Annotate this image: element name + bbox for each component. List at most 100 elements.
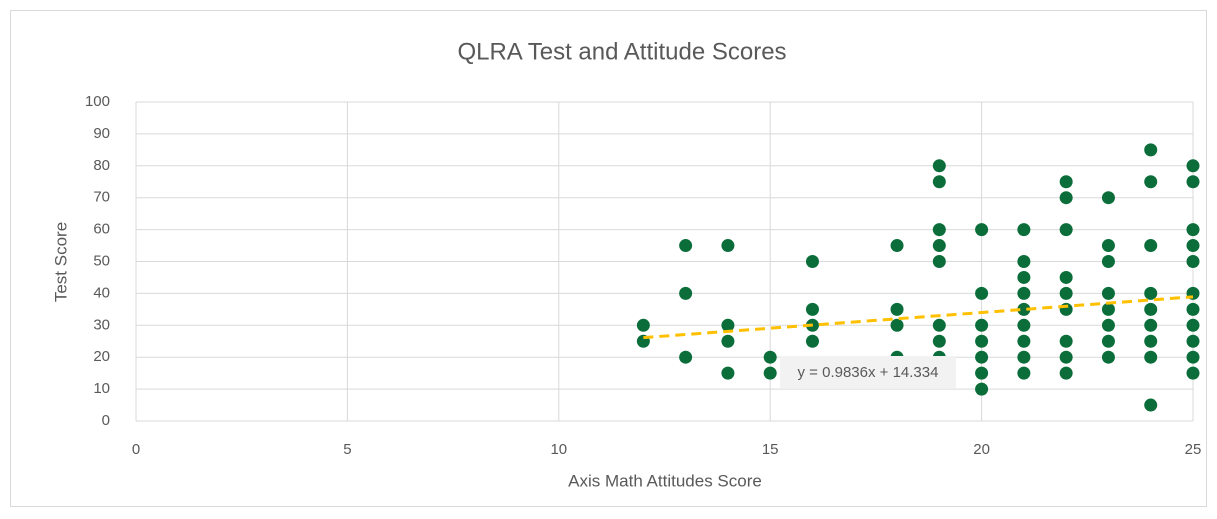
point	[1186, 334, 1200, 348]
point	[1186, 318, 1200, 332]
trendline-label: y = 0.9836x + 14.334	[798, 364, 939, 381]
y-tick-label: 50	[93, 252, 110, 269]
point	[890, 239, 904, 253]
point	[1059, 191, 1073, 205]
x-tick-label: 5	[343, 441, 351, 458]
point	[721, 334, 735, 348]
y-tick-label: 30	[93, 316, 110, 333]
y-tick-label: 80	[93, 157, 110, 174]
point	[1059, 350, 1073, 364]
point	[975, 286, 989, 300]
point	[1101, 286, 1115, 300]
point	[975, 350, 989, 364]
point	[1017, 334, 1031, 348]
point	[1017, 223, 1031, 237]
point	[975, 223, 989, 237]
chart-title: QLRA Test and Attitude Scores	[457, 38, 786, 65]
point	[721, 366, 735, 380]
point	[721, 239, 735, 253]
chart-border	[10, 10, 1207, 507]
point	[890, 302, 904, 316]
point	[1144, 398, 1158, 412]
point	[932, 175, 946, 189]
point	[1017, 366, 1031, 380]
point	[1059, 175, 1073, 189]
point	[1059, 223, 1073, 237]
y-tick-label: 0	[102, 412, 110, 429]
point	[1101, 334, 1115, 348]
point	[1101, 255, 1115, 268]
point	[975, 366, 989, 380]
point	[805, 334, 819, 348]
point	[1017, 302, 1031, 316]
point	[805, 255, 819, 268]
point	[763, 350, 777, 364]
point	[890, 318, 904, 332]
point	[1059, 334, 1073, 348]
point	[1144, 334, 1158, 348]
point	[721, 318, 735, 332]
point	[1059, 366, 1073, 380]
y-tick-label: 40	[93, 284, 110, 301]
point	[1017, 255, 1031, 268]
point	[1144, 286, 1158, 300]
x-tick-label: 25	[1185, 441, 1202, 458]
point	[679, 350, 693, 364]
y-tick-label: 10	[93, 380, 110, 397]
point	[1144, 239, 1158, 253]
point	[1144, 175, 1158, 189]
point	[932, 223, 946, 237]
point	[1059, 286, 1073, 300]
point	[636, 318, 650, 332]
point	[1186, 366, 1200, 380]
x-tick-label: 10	[550, 441, 567, 458]
point	[932, 159, 946, 173]
x-tick-label: 20	[973, 441, 990, 458]
point	[763, 366, 777, 380]
x-tick-label: 0	[132, 441, 140, 458]
y-tick-label: 70	[93, 189, 110, 206]
point	[679, 286, 693, 300]
y-tick-label: 60	[93, 221, 110, 238]
y-axis-label: Test Score	[51, 222, 70, 302]
point	[1017, 270, 1031, 284]
point	[1017, 318, 1031, 332]
point	[1144, 302, 1158, 316]
point	[975, 382, 989, 396]
x-axis-label: Axis Math Attitudes Score	[568, 471, 762, 490]
point	[1017, 350, 1031, 364]
point	[679, 239, 693, 253]
point	[1101, 239, 1115, 253]
y-tick-label: 20	[93, 348, 110, 365]
point	[1101, 302, 1115, 316]
point	[932, 239, 946, 253]
point	[1186, 350, 1200, 364]
y-tick-label: 90	[93, 125, 110, 142]
point	[975, 318, 989, 332]
trendline	[643, 295, 1194, 340]
point	[1101, 191, 1115, 205]
point	[1186, 175, 1200, 189]
point	[805, 302, 819, 316]
point	[1186, 159, 1200, 173]
point	[1017, 286, 1031, 300]
point	[1186, 302, 1200, 316]
point	[932, 334, 946, 348]
point	[932, 255, 946, 268]
point	[932, 318, 946, 332]
y-tick-label: 100	[85, 93, 110, 110]
point	[1144, 143, 1158, 157]
point	[1101, 350, 1115, 364]
point	[1186, 239, 1200, 253]
point	[1059, 270, 1073, 284]
point	[1186, 255, 1200, 268]
trendline-label-box	[780, 356, 956, 388]
point	[1186, 223, 1200, 237]
x-tick-label: 15	[762, 441, 779, 458]
point	[975, 334, 989, 348]
point	[1144, 318, 1158, 332]
point	[1101, 318, 1115, 332]
point	[1144, 350, 1158, 364]
